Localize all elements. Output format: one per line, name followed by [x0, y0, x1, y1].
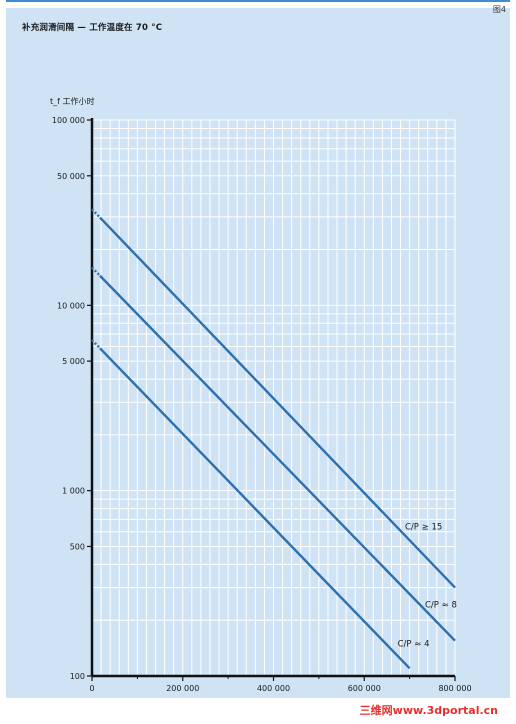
y-tick-label: 5 000: [62, 357, 85, 366]
y-tick-label: 1 000: [62, 487, 85, 496]
chart-panel: 补充润滑间隔 — 工作温度在 70 °C 图4: [6, 5, 510, 698]
series-label: C/P ≈ 8: [425, 601, 457, 611]
series-line-lead-in: [91, 266, 101, 277]
y-tick-label: 10 000: [57, 301, 85, 310]
series-label: C/P ≥ 15: [405, 523, 442, 533]
chart-series: C/P ≥ 15 C/P ≈ 8 C/P ≈ 4: [91, 208, 457, 670]
chart-title: 补充润滑间隔 — 工作温度在 70 °C: [22, 23, 163, 33]
x-tick-label: 600 000: [348, 684, 381, 693]
y-tick-label: 100 000: [52, 116, 85, 125]
x-tick-label: 0: [89, 684, 94, 693]
series-line-lead-in: [91, 208, 101, 219]
series-line: [99, 347, 411, 670]
y-axis-label: t_f 工作小时: [50, 96, 95, 106]
figure-number: 图4: [492, 5, 506, 14]
series-label: C/P ≈ 4: [398, 639, 430, 649]
series-line: [99, 216, 456, 589]
chart-ticks: 100 500 1 000 5 000 10 000 50 000 100 000 0 200 …: [52, 116, 472, 693]
x-tick-label: 400 000: [257, 684, 290, 693]
y-tick-label: 100: [70, 672, 85, 681]
x-tick-label: 800 000: [438, 684, 471, 693]
y-tick-label: 50 000: [57, 172, 85, 181]
x-tick-label: 200 000: [166, 684, 199, 693]
series-line-lead-in: [91, 339, 101, 350]
watermark-text: 三维网www.3dportal.cn: [359, 704, 498, 717]
top-accent-line: [6, 0, 510, 2]
series-line: [99, 274, 456, 642]
y-tick-label: 500: [70, 542, 85, 551]
